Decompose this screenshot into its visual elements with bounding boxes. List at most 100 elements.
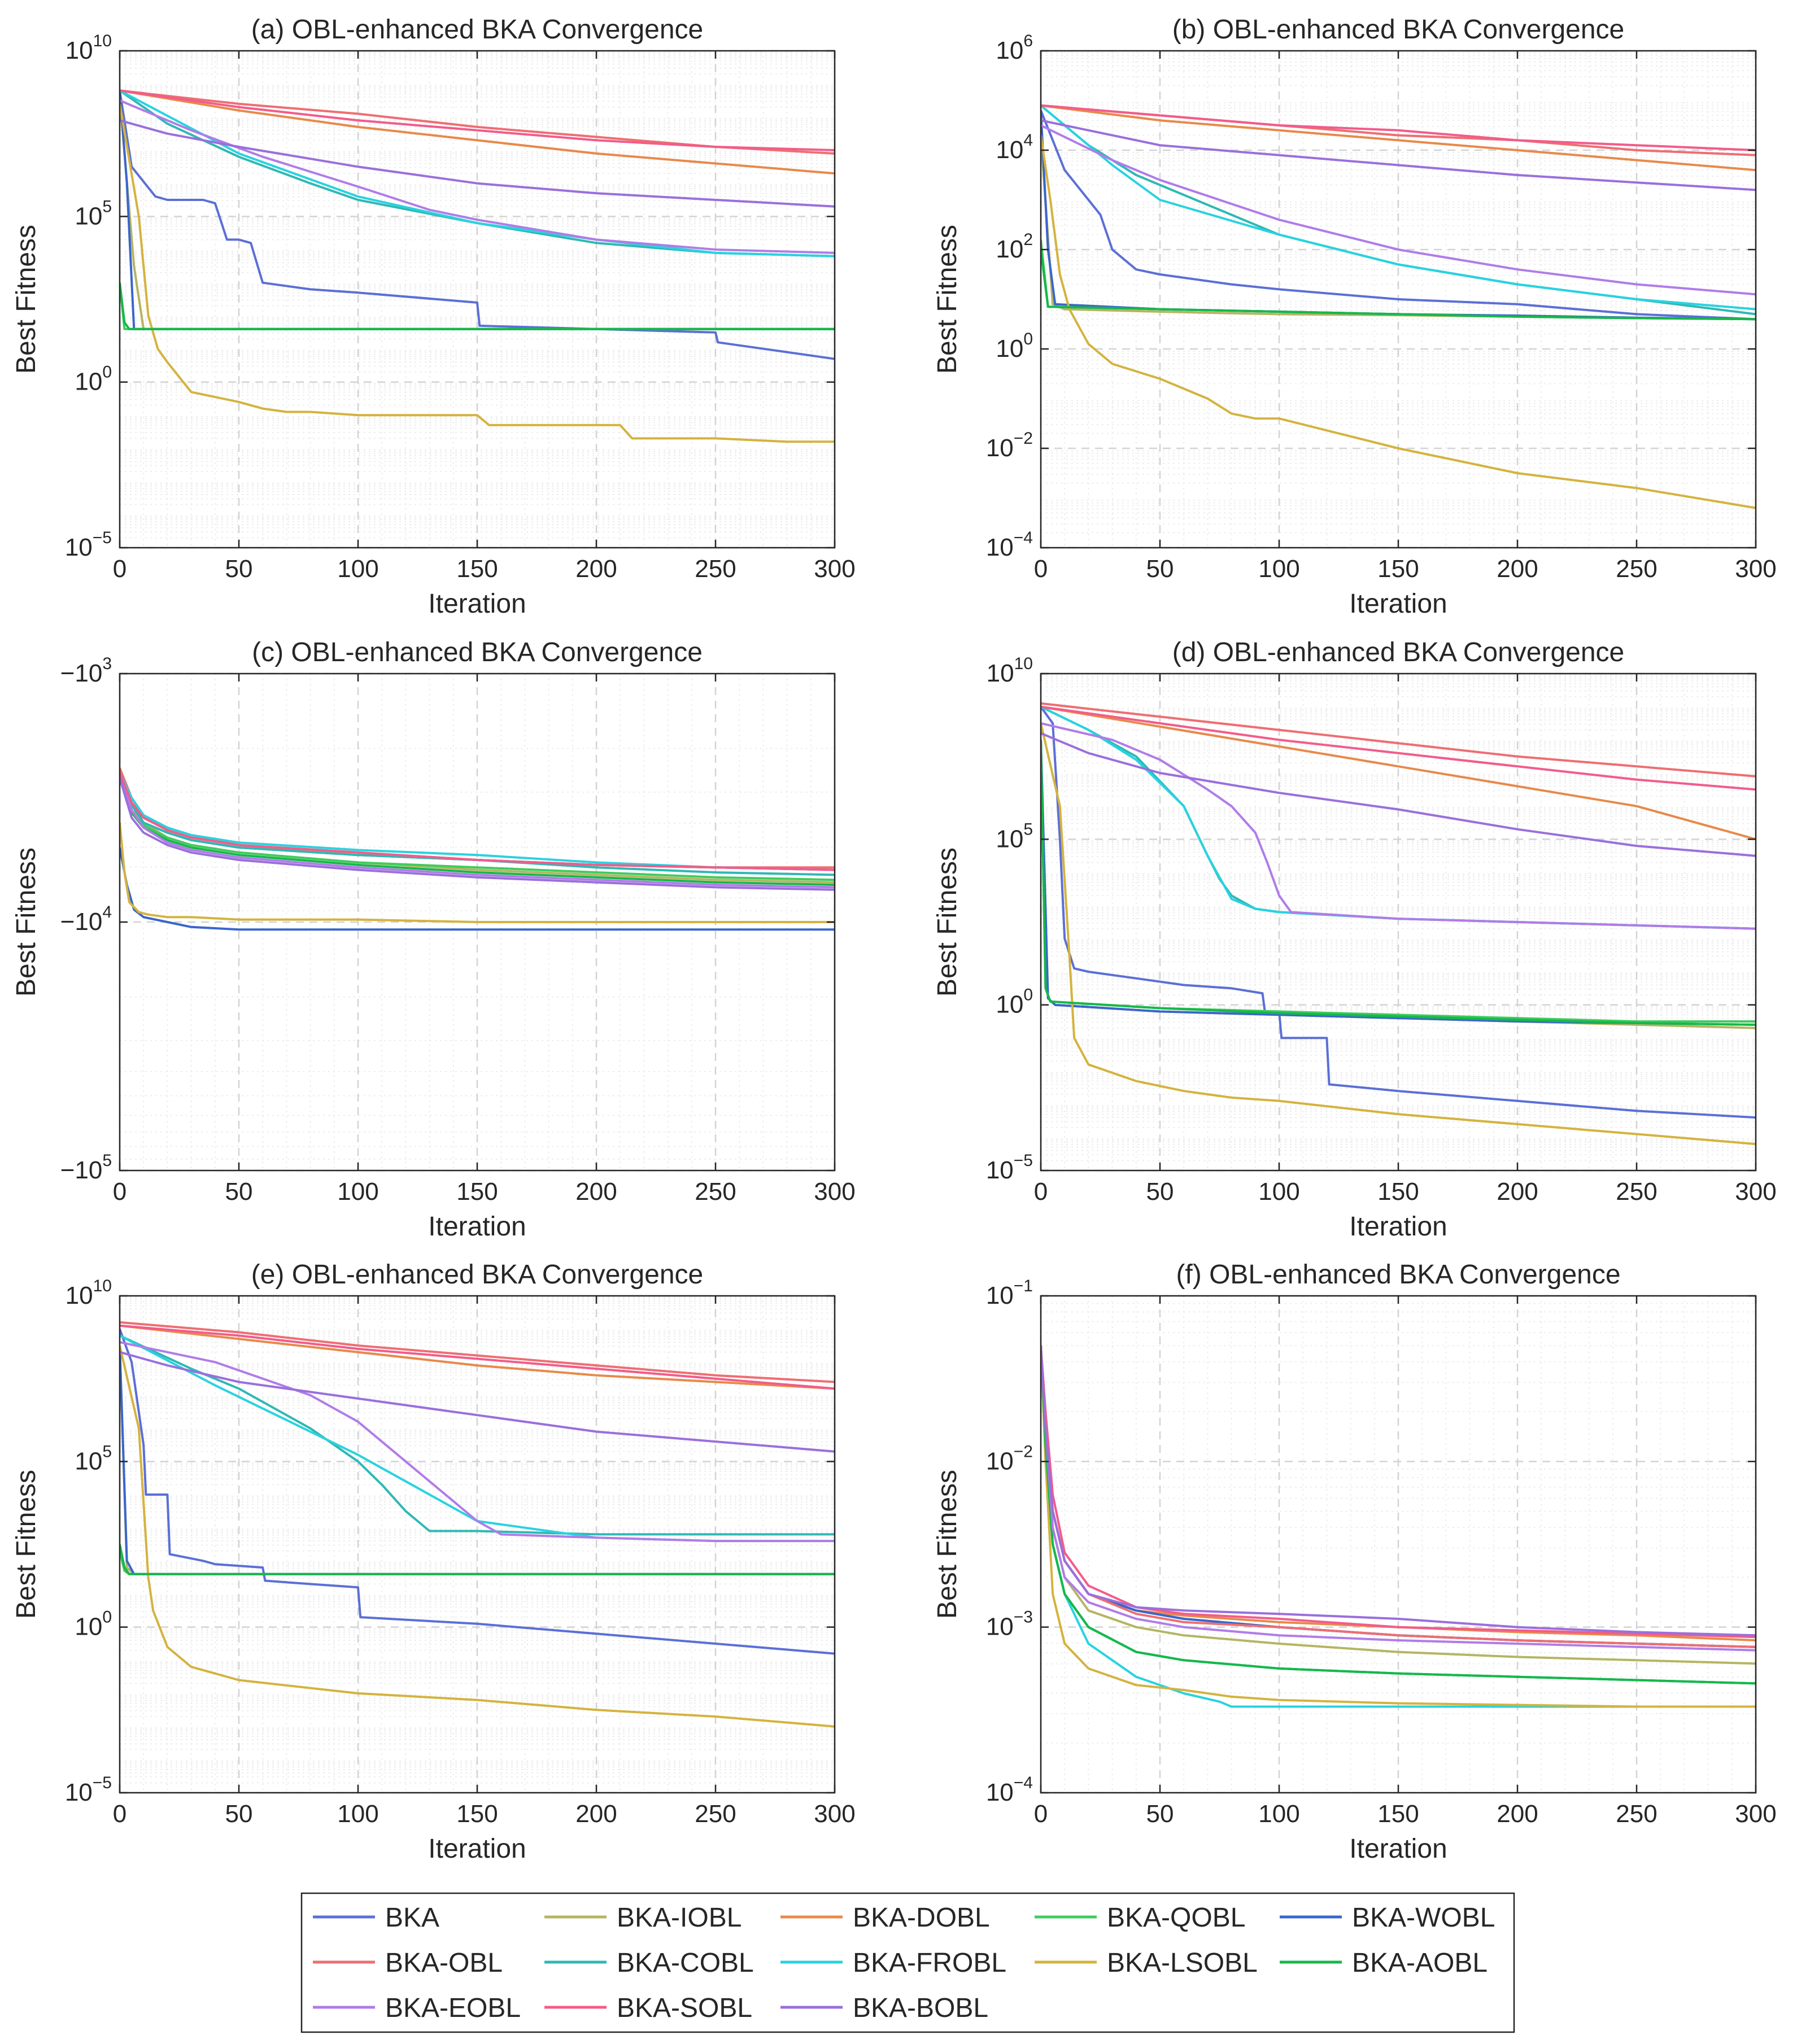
y-tick-label: 100: [996, 986, 1033, 1019]
y-tick-label: 1010: [987, 654, 1033, 687]
x-axis-label: Iteration: [428, 1212, 526, 1242]
y-tick-label: 104: [996, 131, 1033, 164]
legend-item: BKA-BOBL: [780, 1993, 988, 2023]
legend-item: BKA: [313, 1903, 439, 1933]
y-tick-label: 106: [996, 32, 1033, 64]
y-tick-label: 105: [996, 820, 1033, 853]
series-line-bka-sobl: [120, 89, 835, 151]
chart-6: 0 50 100 150 200 250 300 10−4 10−3 10−2 10−1 (f) OB…: [932, 1260, 1777, 1864]
legend-item: BKA-EOBL: [313, 1993, 521, 2023]
series-line-bka-eobl: [120, 99, 835, 254]
y-tick-label: 10−4: [986, 1774, 1033, 1806]
series-line-bka-bobl: [120, 1351, 835, 1453]
series-line-bka-bobl: [1041, 1345, 1756, 1637]
x-tick-label: 50: [225, 555, 253, 583]
legend-label: BKA-AOBL: [1352, 1948, 1488, 1978]
chart-1: 0 50 100 150 200 250 300 10−5 100 105 1010 (a) OBL-…: [11, 15, 856, 619]
legend-label: BKA-BOBL: [853, 1993, 988, 2023]
chart-title: (c) OBL-enhanced BKA Convergence: [252, 637, 703, 667]
y-tick-label: 10−5: [65, 529, 112, 561]
series-line-bka: [120, 1329, 835, 1655]
chart-title: (e) OBL-enhanced BKA Convergence: [251, 1260, 703, 1290]
x-tick-label: 200: [1497, 555, 1538, 583]
y-tick-label: 105: [75, 197, 112, 230]
y-tick-label: −103: [60, 654, 112, 687]
series-line-bka-aobl: [1041, 740, 1756, 1026]
series-group: [120, 89, 835, 443]
legend-label: BKA-DOBL: [853, 1903, 990, 1933]
series-line-bka: [1041, 110, 1756, 321]
series-group: [1041, 702, 1756, 1146]
series-line-bka-dobl: [120, 89, 835, 175]
y-tick-label: 10−2: [986, 429, 1033, 462]
y-axis-label: Best Fitness: [932, 225, 962, 374]
y-tick-label: 100: [75, 363, 112, 396]
chart-5: 0 50 100 150 200 250 300 10−5 100 105 1010 (e) OBL-…: [11, 1260, 856, 1864]
x-tick-label: 150: [1377, 555, 1419, 583]
series-line-bka-aobl: [120, 282, 835, 330]
series-line-bka-sobl: [1041, 1345, 1756, 1639]
series-line-bka-dobl: [1041, 104, 1756, 172]
x-tick-label: 50: [225, 1178, 253, 1206]
series-line-bka-bobl: [1041, 119, 1756, 191]
series-line-bka-frobl: [120, 772, 835, 871]
y-tick-label: 1010: [66, 1277, 112, 1309]
x-tick-label: 100: [337, 1800, 378, 1828]
chart-4: 0 50 100 150 200 250 300 10−5 100 105 1010 (d) OBL-…: [932, 637, 1777, 1242]
x-tick-label: 300: [814, 1800, 855, 1828]
series-line-bka-bobl: [120, 119, 835, 208]
legend-item: BKA-FROBL: [780, 1948, 1006, 1978]
y-tick-label: 10−4: [986, 529, 1033, 561]
x-tick-label: 0: [113, 1800, 127, 1828]
y-tick-label: 10−5: [65, 1774, 112, 1806]
series-line-bka-dobl: [120, 1324, 835, 1390]
series-line-bka-eobl: [1041, 1345, 1756, 1652]
series-line-bka-lsobl: [120, 1345, 835, 1728]
series-line-bka-lsobl: [1041, 723, 1756, 1146]
series-group: [120, 1321, 835, 1728]
y-tick-label: 10−1: [986, 1277, 1033, 1309]
series-line-bka-bobl: [1041, 732, 1756, 857]
y-tick-label: 1010: [66, 32, 112, 64]
legend: BKA BKA-IOBL BKA-DOBL BKA-QOBL BKA-WOBL BKA-O…: [300, 1892, 1515, 2033]
x-tick-label: 0: [1034, 1800, 1048, 1828]
legend-item: BKA-QOBL: [1035, 1903, 1245, 1933]
series-line-bka-bobl: [120, 778, 835, 891]
legend-label: BKA: [385, 1903, 439, 1933]
series-line-bka-aobl: [1041, 249, 1756, 321]
x-tick-label: 300: [814, 555, 855, 583]
x-axis-label: Iteration: [1349, 1834, 1447, 1864]
legend-label: BKA-WOBL: [1352, 1903, 1495, 1933]
x-tick-label: 150: [456, 1178, 498, 1206]
x-tick-label: 50: [225, 1800, 253, 1828]
y-tick-label: 10−3: [986, 1608, 1033, 1641]
series-line-bka-lsobl: [120, 103, 835, 443]
y-tick-label: 100: [75, 1608, 112, 1641]
legend-label: BKA-QOBL: [1107, 1903, 1245, 1933]
x-tick-label: 300: [1735, 1800, 1776, 1828]
series-line-bka-eobl: [1041, 722, 1756, 930]
x-axis-label: Iteration: [1349, 589, 1447, 619]
y-axis-label: Best Fitness: [11, 225, 41, 374]
series-line-bka-cobl: [120, 1334, 835, 1536]
legend-label: BKA-EOBL: [385, 1993, 521, 2023]
legend-item: BKA-COBL: [544, 1948, 754, 1978]
x-tick-label: 250: [695, 555, 736, 583]
series-line-bka-lsobl: [1041, 135, 1756, 509]
y-axis-label: Best Fitness: [932, 848, 962, 997]
chart-title: (b) OBL-enhanced BKA Convergence: [1172, 15, 1624, 45]
x-tick-label: 200: [1497, 1178, 1538, 1206]
y-tick-label: 102: [996, 230, 1033, 263]
x-tick-label: 150: [1377, 1178, 1419, 1206]
y-tick-label: 100: [996, 330, 1033, 362]
x-tick-label: 250: [1616, 1800, 1657, 1828]
x-tick-label: 250: [695, 1178, 736, 1206]
series-line-bka-sobl: [1041, 104, 1756, 151]
x-tick-label: 150: [1377, 1800, 1419, 1828]
x-tick-label: 100: [337, 1178, 378, 1206]
x-tick-label: 0: [1034, 555, 1048, 583]
series-line-bka-eobl: [120, 772, 835, 889]
legend-label: BKA-LSOBL: [1107, 1948, 1258, 1978]
y-tick-label: 10−5: [986, 1151, 1033, 1184]
y-tick-label: −105: [60, 1151, 112, 1184]
